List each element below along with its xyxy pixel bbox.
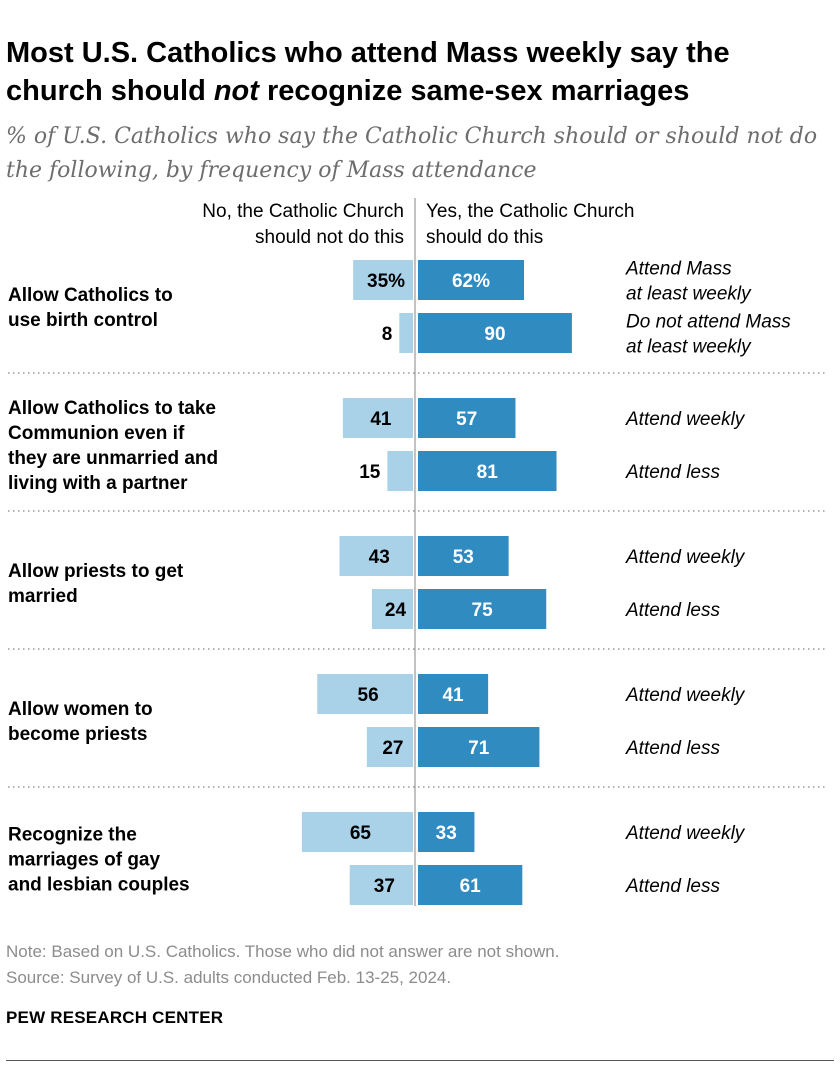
attendance-label: Attend less	[625, 600, 720, 621]
bar-no	[399, 313, 413, 353]
bar-no	[353, 260, 413, 300]
bar-yes	[418, 260, 525, 300]
bar-no	[342, 398, 413, 438]
legend-header-no: should not do this	[255, 227, 404, 248]
category-label: Recognize the	[8, 825, 137, 846]
legend-header-yes: should do this	[426, 227, 543, 248]
attendance-label: at least weekly	[626, 337, 752, 358]
attendance-label: Attend weekly	[625, 823, 746, 844]
note-text: Note: Based on U.S. Catholics. Those who…	[6, 942, 560, 961]
bottom-rule	[6, 1060, 834, 1061]
source-text: Source: Survey of U.S. adults conducted …	[6, 968, 452, 987]
category-label: and lesbian couples	[8, 875, 190, 896]
category-label: Allow Catholics to	[8, 285, 173, 306]
title-part-1: Most U.S. Catholics who attend Mass week…	[6, 37, 730, 107]
value-label-no: 65	[350, 823, 372, 844]
attendance-label: Do not attend Mass	[626, 312, 791, 333]
bar-yes	[418, 727, 540, 767]
category-label: living with a partner	[8, 473, 188, 494]
category-label: Allow priests to get	[8, 561, 184, 582]
value-label-no: 27	[382, 738, 403, 759]
value-label-yes: 41	[442, 685, 464, 706]
category-label: married	[8, 586, 78, 607]
value-label-no: 43	[369, 547, 390, 568]
value-label-yes: 81	[477, 462, 499, 483]
bar-no	[349, 865, 413, 905]
bar-yes	[418, 589, 547, 629]
value-label-no: 37	[374, 876, 395, 897]
legend-header-yes: Yes, the Catholic Church	[426, 201, 634, 222]
attendance-label: Attend weekly	[625, 409, 746, 430]
title-emphasis: not	[213, 75, 259, 107]
attendance-label: Attend less	[625, 738, 720, 759]
value-label-no: 41	[370, 409, 392, 430]
title-part-2: recognize same-sex marriages	[258, 75, 690, 107]
category-label: use birth control	[8, 310, 158, 331]
attendance-label: Attend Mass	[625, 259, 732, 280]
bar-no	[371, 589, 413, 629]
category-label: Communion even if	[8, 423, 185, 444]
value-label-no: 35%	[367, 271, 405, 292]
value-label-no: 56	[358, 685, 379, 706]
value-label-yes: 90	[484, 324, 505, 345]
bar-yes	[418, 536, 509, 576]
chart-subtitle: % of U.S. Catholics who say the Catholic…	[6, 124, 818, 183]
bar-no	[301, 812, 413, 852]
attendance-label: Attend weekly	[625, 685, 746, 706]
attendance-label: at least weekly	[626, 284, 752, 305]
bar-no	[387, 451, 413, 491]
bar-yes	[418, 865, 523, 905]
bar-yes	[418, 398, 516, 438]
bar-yes	[418, 313, 572, 353]
bar-no	[366, 727, 413, 767]
attendance-label: Attend less	[625, 876, 720, 897]
category-label: marriages of gay	[8, 850, 160, 871]
bar-no	[339, 536, 413, 576]
legend-header-no: No, the Catholic Church	[202, 201, 404, 222]
value-label-no: 8	[382, 324, 393, 345]
diverging-bar-chart: No, the Catholic Church should not do thi…	[8, 198, 826, 906]
category-label: they are unmarried and	[8, 448, 218, 469]
value-label-yes: 71	[468, 738, 490, 759]
value-label-no: 15	[359, 462, 381, 483]
bar-yes	[418, 451, 557, 491]
value-label-yes: 33	[436, 823, 457, 844]
category-label: Allow women to	[8, 699, 153, 720]
attendance-label: Attend less	[625, 462, 720, 483]
value-label-no: 24	[385, 600, 407, 621]
bar-yes	[418, 812, 475, 852]
category-label: Allow Catholics to take	[8, 398, 216, 419]
bar-yes	[418, 674, 489, 714]
value-label-yes: 62%	[452, 271, 490, 292]
attendance-label: Attend weekly	[625, 547, 746, 568]
brand-name: PEW RESEARCH CENTER	[6, 1008, 224, 1027]
value-label-yes: 75	[472, 600, 494, 621]
chart-title: Most U.S. Catholics who attend Mass week…	[6, 34, 834, 110]
value-label-yes: 53	[453, 547, 474, 568]
value-label-yes: 57	[456, 409, 477, 430]
category-label: become priests	[8, 724, 147, 745]
bar-no	[317, 674, 413, 714]
value-label-yes: 61	[460, 876, 482, 897]
